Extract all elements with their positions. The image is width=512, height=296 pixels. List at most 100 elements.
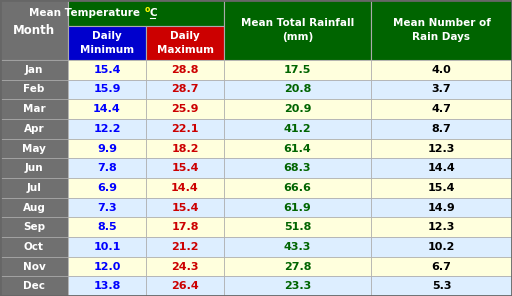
Text: Month: Month bbox=[13, 23, 55, 36]
Text: Apr: Apr bbox=[24, 124, 45, 134]
Bar bbox=[224, 119, 371, 139]
Text: Daily
Maximum: Daily Maximum bbox=[157, 31, 214, 54]
Text: C: C bbox=[150, 8, 158, 18]
Text: Mean Temperature: Mean Temperature bbox=[29, 8, 144, 18]
Bar bbox=[68, 178, 146, 198]
Bar bbox=[224, 0, 371, 60]
Bar bbox=[371, 178, 512, 198]
Bar bbox=[68, 99, 146, 119]
Text: 28.8: 28.8 bbox=[171, 65, 199, 75]
Bar bbox=[146, 217, 224, 237]
Bar bbox=[68, 237, 146, 257]
Bar bbox=[146, 198, 224, 217]
Bar bbox=[68, 276, 146, 296]
Text: 10.1: 10.1 bbox=[93, 242, 121, 252]
Bar bbox=[68, 0, 224, 26]
Bar bbox=[146, 178, 224, 198]
Text: 5.3: 5.3 bbox=[432, 281, 451, 291]
Text: 12.0: 12.0 bbox=[93, 261, 121, 271]
Text: 17.5: 17.5 bbox=[284, 65, 311, 75]
Bar bbox=[0, 80, 68, 99]
Bar bbox=[371, 99, 512, 119]
Text: 9.9: 9.9 bbox=[97, 144, 117, 154]
Text: Feb: Feb bbox=[24, 84, 45, 94]
Bar bbox=[371, 237, 512, 257]
Bar bbox=[0, 0, 68, 60]
Text: 17.8: 17.8 bbox=[171, 222, 199, 232]
Text: 15.4: 15.4 bbox=[428, 183, 455, 193]
Text: Daily
Minimum: Daily Minimum bbox=[80, 31, 134, 54]
Bar bbox=[0, 276, 68, 296]
Bar bbox=[146, 26, 224, 60]
Bar bbox=[224, 60, 371, 80]
Bar bbox=[146, 60, 224, 80]
Bar bbox=[0, 158, 68, 178]
Bar bbox=[68, 198, 146, 217]
Text: Mar: Mar bbox=[23, 104, 46, 114]
Bar bbox=[371, 60, 512, 80]
Text: 13.8: 13.8 bbox=[93, 281, 121, 291]
Bar bbox=[371, 217, 512, 237]
Text: 43.3: 43.3 bbox=[284, 242, 311, 252]
Bar bbox=[0, 139, 68, 158]
Text: 4.7: 4.7 bbox=[432, 104, 452, 114]
Text: 7.8: 7.8 bbox=[97, 163, 117, 173]
Bar bbox=[68, 60, 146, 80]
Text: Jan: Jan bbox=[25, 65, 43, 75]
Bar bbox=[0, 178, 68, 198]
Bar bbox=[224, 257, 371, 276]
Text: 66.6: 66.6 bbox=[284, 183, 311, 193]
Text: 68.3: 68.3 bbox=[284, 163, 311, 173]
Bar bbox=[146, 119, 224, 139]
Bar bbox=[68, 139, 146, 158]
Text: 15.4: 15.4 bbox=[171, 163, 199, 173]
Text: 12.3: 12.3 bbox=[428, 144, 455, 154]
Text: Dec: Dec bbox=[23, 281, 45, 291]
Text: 25.9: 25.9 bbox=[171, 104, 199, 114]
Bar bbox=[146, 237, 224, 257]
Text: Jun: Jun bbox=[25, 163, 44, 173]
Bar bbox=[0, 99, 68, 119]
Bar bbox=[371, 139, 512, 158]
Bar bbox=[224, 217, 371, 237]
Text: 8.5: 8.5 bbox=[97, 222, 117, 232]
Text: 12.2: 12.2 bbox=[93, 124, 121, 134]
Bar bbox=[224, 80, 371, 99]
Text: 4.0: 4.0 bbox=[432, 65, 452, 75]
Bar bbox=[146, 139, 224, 158]
Text: 22.1: 22.1 bbox=[171, 124, 199, 134]
Text: 61.9: 61.9 bbox=[284, 202, 311, 213]
Bar bbox=[146, 257, 224, 276]
Bar bbox=[371, 198, 512, 217]
Text: Sep: Sep bbox=[23, 222, 45, 232]
Text: Oct: Oct bbox=[24, 242, 44, 252]
Text: 8.7: 8.7 bbox=[432, 124, 452, 134]
Bar bbox=[371, 80, 512, 99]
Text: 51.8: 51.8 bbox=[284, 222, 311, 232]
Bar bbox=[0, 60, 68, 80]
Text: 14.4: 14.4 bbox=[428, 163, 455, 173]
Bar bbox=[224, 139, 371, 158]
Text: 41.2: 41.2 bbox=[284, 124, 311, 134]
Text: 20.9: 20.9 bbox=[284, 104, 311, 114]
Text: 6.9: 6.9 bbox=[97, 183, 117, 193]
Bar bbox=[371, 257, 512, 276]
Bar bbox=[146, 158, 224, 178]
Text: 10.2: 10.2 bbox=[428, 242, 455, 252]
Text: Mean Total Rainfall
(mm): Mean Total Rainfall (mm) bbox=[241, 18, 354, 42]
Bar bbox=[68, 158, 146, 178]
Text: Aug: Aug bbox=[23, 202, 46, 213]
Text: 61.4: 61.4 bbox=[284, 144, 311, 154]
Text: 28.7: 28.7 bbox=[171, 84, 199, 94]
Bar bbox=[0, 217, 68, 237]
Bar bbox=[68, 26, 146, 60]
Text: 14.9: 14.9 bbox=[428, 202, 455, 213]
Bar bbox=[224, 158, 371, 178]
Bar bbox=[68, 257, 146, 276]
Bar bbox=[0, 257, 68, 276]
Text: 14.4: 14.4 bbox=[93, 104, 121, 114]
Bar bbox=[371, 0, 512, 60]
Bar bbox=[224, 237, 371, 257]
Bar bbox=[371, 158, 512, 178]
Bar bbox=[371, 276, 512, 296]
